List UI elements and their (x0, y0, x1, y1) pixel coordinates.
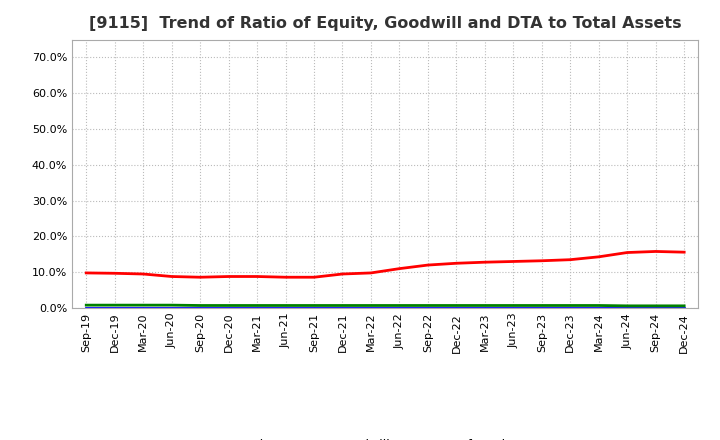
Equity (595, 254, 603, 260)
Goodwill (623, 305, 631, 310)
Deferred Tax Assets (282, 303, 290, 308)
Goodwill (652, 305, 660, 310)
Equity (139, 271, 148, 277)
Goodwill (225, 305, 233, 310)
Equity (196, 275, 204, 280)
Equity (452, 260, 461, 266)
Deferred Tax Assets (225, 303, 233, 308)
Goodwill (282, 305, 290, 310)
Goodwill (509, 305, 518, 310)
Goodwill (480, 305, 489, 310)
Equity (338, 271, 347, 277)
Legend: Equity, Goodwill, Deferred Tax Assets: Equity, Goodwill, Deferred Tax Assets (191, 434, 580, 440)
Deferred Tax Assets (480, 303, 489, 308)
Deferred Tax Assets (623, 303, 631, 308)
Goodwill (537, 305, 546, 310)
Goodwill (595, 305, 603, 310)
Equity (566, 257, 575, 262)
Deferred Tax Assets (110, 302, 119, 308)
Equity (310, 275, 318, 280)
Goodwill (680, 305, 688, 310)
Deferred Tax Assets (452, 303, 461, 308)
Deferred Tax Assets (253, 303, 261, 308)
Equity (395, 266, 404, 271)
Deferred Tax Assets (82, 302, 91, 308)
Deferred Tax Assets (338, 303, 347, 308)
Goodwill (167, 305, 176, 310)
Equity (509, 259, 518, 264)
Deferred Tax Assets (537, 303, 546, 308)
Equity (253, 274, 261, 279)
Deferred Tax Assets (595, 303, 603, 308)
Deferred Tax Assets (423, 303, 432, 308)
Deferred Tax Assets (395, 303, 404, 308)
Line: Deferred Tax Assets: Deferred Tax Assets (86, 305, 684, 306)
Equity (680, 249, 688, 255)
Deferred Tax Assets (652, 303, 660, 308)
Goodwill (395, 305, 404, 310)
Goodwill (310, 305, 318, 310)
Deferred Tax Assets (366, 303, 375, 308)
Equity (366, 270, 375, 275)
Deferred Tax Assets (139, 302, 148, 308)
Equity (110, 271, 119, 276)
Goodwill (338, 305, 347, 310)
Deferred Tax Assets (680, 303, 688, 308)
Deferred Tax Assets (566, 303, 575, 308)
Equity (423, 262, 432, 268)
Equity (167, 274, 176, 279)
Deferred Tax Assets (167, 302, 176, 308)
Deferred Tax Assets (196, 303, 204, 308)
Goodwill (253, 305, 261, 310)
Goodwill (423, 305, 432, 310)
Equity (282, 275, 290, 280)
Line: Equity: Equity (86, 251, 684, 277)
Goodwill (196, 305, 204, 310)
Deferred Tax Assets (509, 303, 518, 308)
Deferred Tax Assets (310, 303, 318, 308)
Title: [9115]  Trend of Ratio of Equity, Goodwill and DTA to Total Assets: [9115] Trend of Ratio of Equity, Goodwil… (89, 16, 682, 32)
Equity (537, 258, 546, 264)
Goodwill (110, 305, 119, 310)
Goodwill (82, 305, 91, 310)
Equity (480, 260, 489, 265)
Equity (82, 270, 91, 275)
Equity (652, 249, 660, 254)
Goodwill (566, 305, 575, 310)
Equity (623, 250, 631, 255)
Equity (225, 274, 233, 279)
Goodwill (366, 305, 375, 310)
Goodwill (452, 305, 461, 310)
Goodwill (139, 305, 148, 310)
